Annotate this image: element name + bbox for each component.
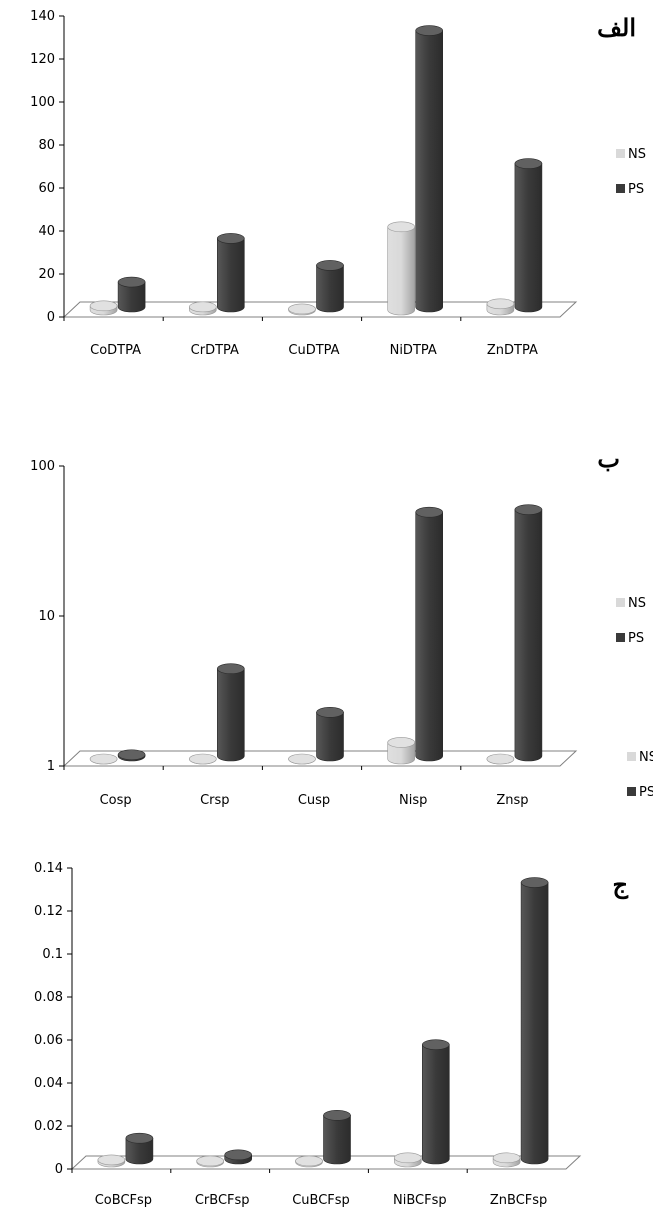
legend-swatch (616, 184, 625, 193)
x-category-label: Cosp (100, 793, 132, 808)
bar-ps-crdtpa (217, 233, 245, 313)
legend-item-ns: NS (627, 750, 653, 765)
x-category-label: CrBCFsp (195, 1193, 250, 1208)
bar-ns-cusp (288, 753, 316, 765)
legend-item-ns: NS (616, 596, 646, 611)
bar-ns-crbcfsp (196, 1155, 224, 1168)
bar-ps-zndtpa (514, 158, 543, 313)
y-tick-label: 100 (30, 459, 55, 474)
bar-ps-cosp (117, 749, 146, 762)
y-tick-label: 20 (38, 267, 55, 282)
x-category-label: Nisp (399, 793, 427, 808)
chart-1: 0 20 40 60 80 100 120 140 CoDTPA CrDTPA CuDTPA NiDT… (30, 9, 646, 358)
x-category-label: CoBCFsp (95, 1193, 152, 1208)
y-tick-label: 0.1 (42, 947, 63, 962)
y-tick-label: 80 (38, 138, 55, 153)
x-category-label: ZnDTPA (487, 343, 538, 358)
legend-label: PS (628, 182, 644, 197)
x-category-label: CuBCFsp (292, 1193, 350, 1208)
bar-ns-crdtpa (189, 301, 217, 316)
y-tick-label: 0.02 (34, 1119, 63, 1134)
legend-label: PS (628, 631, 644, 646)
bar-ns-nidtpa (387, 221, 416, 316)
y-tick-label: 0.14 (34, 861, 63, 876)
bar-ps-cusp (316, 707, 344, 762)
bar-ps-nidtpa (415, 25, 444, 313)
bar-ns-cosp (89, 753, 118, 765)
y-tick-label: 10 (38, 609, 55, 624)
bar-ns-nibcfsp (393, 1152, 422, 1168)
chart-2: 1 10 100 Cosp Crsp Cusp Nisp Znsp ب NS PS (30, 444, 646, 808)
y-tick-label: 100 (30, 95, 55, 110)
y-tick-label: 0.08 (34, 990, 63, 1005)
x-category-label: CrDTPA (191, 343, 239, 358)
y-tick-label: 40 (38, 224, 55, 239)
bar-ns-cubcfsp (295, 1155, 323, 1168)
legend-swatch (627, 787, 636, 796)
bar-ps-cobcfsp (125, 1132, 154, 1165)
legend-item-ps: PS (627, 785, 653, 800)
legend-swatch (616, 598, 625, 607)
legend-item-ns: NS (616, 147, 646, 162)
bar-ps-nibcfsp (421, 1039, 450, 1165)
bar-ps-nisp (415, 506, 444, 762)
bar-ns-cobcfsp (97, 1154, 126, 1168)
chart-3: 0 0.02 0.04 0.06 0.08 0.1 0.12 0.14 CoBCFsp CrBCF… (34, 750, 653, 1208)
bar-ps-crsp (217, 663, 245, 762)
legend-item-ps: PS (616, 631, 644, 646)
bar-ps-cubcfsp (323, 1110, 351, 1165)
legend-item-ps: PS (616, 182, 644, 197)
bar-ns-codtpa (89, 300, 118, 316)
bar-ps-cudtpa (316, 260, 344, 313)
x-category-label: Znsp (496, 793, 528, 808)
x-category-label: CoDTPA (90, 343, 141, 358)
y-tick-label: 1 (47, 759, 55, 774)
y-tick-label: 0.12 (34, 904, 63, 919)
chart-title: ب (597, 444, 620, 473)
x-category-label: Crsp (200, 793, 229, 808)
x-category-label: CuDTPA (288, 343, 339, 358)
bar-ps-codtpa (117, 276, 146, 313)
chart-title: الف (597, 13, 636, 42)
y-tick-label: 0.04 (34, 1076, 63, 1091)
chart-title: ج (613, 870, 629, 900)
y-tick-label: 120 (30, 52, 55, 67)
y-tick-label: 60 (38, 181, 55, 196)
legend-swatch (616, 633, 625, 642)
legend-label: NS (628, 147, 646, 162)
x-category-label: NiBCFsp (393, 1193, 447, 1208)
y-tick-label: 0 (55, 1162, 63, 1177)
bar-ps-znsp (514, 504, 543, 762)
x-category-label: NiDTPA (390, 343, 437, 358)
bar-ns-nisp (387, 737, 416, 765)
bar-ns-cudtpa (288, 303, 316, 316)
bar-ns-crsp (188, 753, 217, 765)
bar-ps-znbcfsp (520, 877, 549, 1165)
legend-swatch (616, 149, 625, 158)
y-tick-label: 140 (30, 9, 55, 24)
x-category-label: Cusp (298, 793, 330, 808)
legend-label: NS (628, 596, 646, 611)
bar-ns-zndtpa (486, 298, 515, 316)
legend-swatch (627, 752, 636, 761)
y-tick-label: 0 (47, 310, 55, 325)
legend-label: PS (639, 785, 653, 800)
x-category-label: ZnBCFsp (490, 1193, 547, 1208)
bar-ns-znsp (486, 753, 515, 765)
legend-label: NS (639, 750, 653, 765)
bar-ns-znbcfsp (492, 1152, 521, 1168)
y-tick-label: 0.06 (34, 1033, 63, 1048)
bar-ps-crbcfsp (224, 1149, 252, 1165)
